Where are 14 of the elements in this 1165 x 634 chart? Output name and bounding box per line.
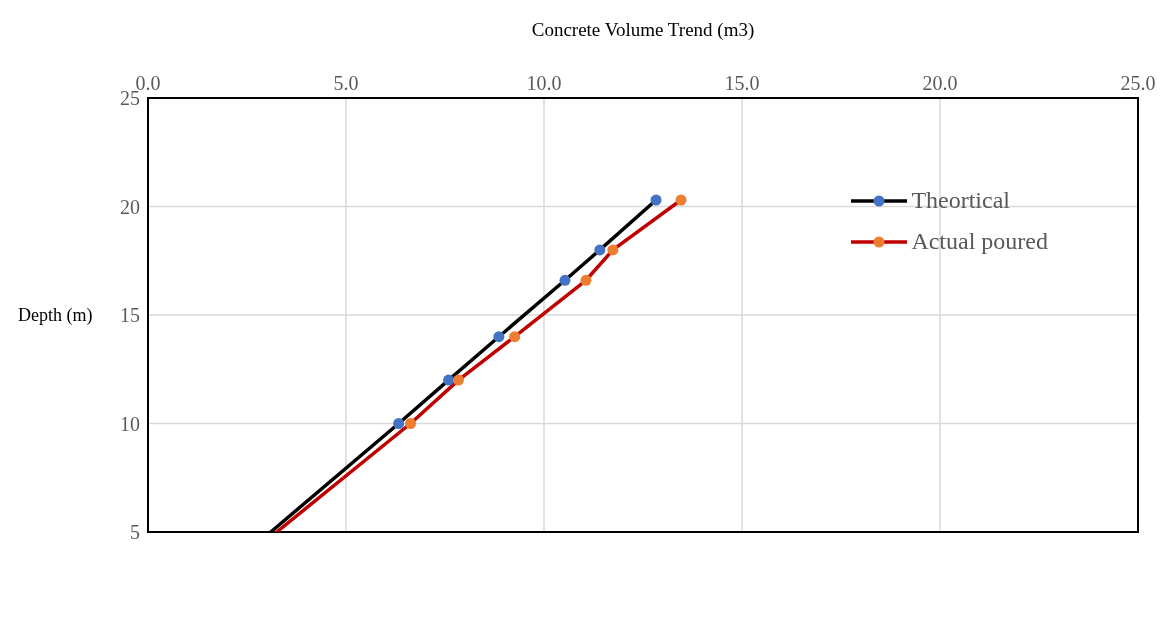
y-tick-label: 15 — [120, 304, 140, 327]
x-tick-label: 25.0 — [1120, 72, 1156, 94]
x-axis-title: Concrete Volume Trend (m3) — [531, 19, 755, 42]
x-tick-label: 0.0 — [135, 72, 161, 94]
y-tick-label: 5 — [130, 521, 140, 544]
x-tick-label: 10.0 — [526, 72, 562, 94]
y-tick-label: 10 — [120, 412, 140, 435]
x-tick-label: 5.0 — [333, 72, 359, 94]
y-axis-title: Depth (m) — [18, 305, 93, 327]
legend-label: Actual poured — [911, 228, 1048, 255]
y-tick-label: 20 — [120, 195, 140, 218]
legend-label: Theortical — [911, 187, 1010, 214]
x-tick-label: 15.0 — [724, 72, 760, 94]
x-tick-label: 20.0 — [922, 72, 958, 94]
